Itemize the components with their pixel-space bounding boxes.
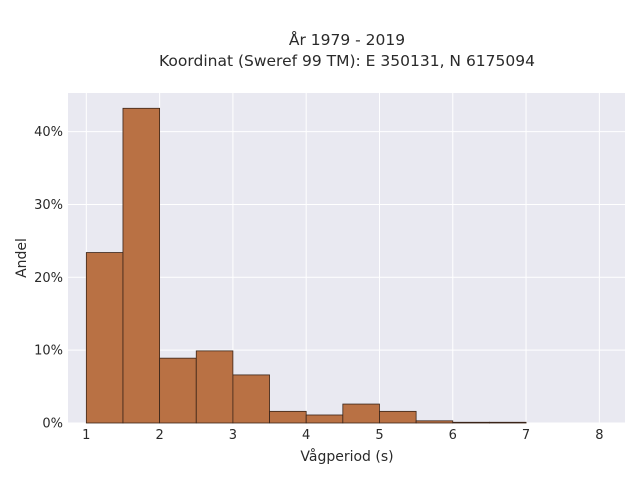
x-axis-ticks: 1 2 3 4 5 6 7 8	[82, 428, 603, 443]
chart-title-line1: År 1979 - 2019	[289, 30, 405, 49]
y-tick-label: 40%	[34, 125, 63, 140]
x-tick-label: 4	[302, 428, 310, 443]
histogram-bar	[452, 421, 490, 424]
histogram-bar	[122, 107, 161, 424]
bars	[85, 107, 527, 424]
y-axis-ticks: 0% 10% 20% 30% 40%	[34, 125, 63, 431]
histogram-bar	[415, 420, 454, 424]
histogram-bar	[342, 403, 380, 424]
histogram-bar	[85, 252, 124, 424]
x-axis-label: Vågperiod (s)	[300, 448, 393, 465]
histogram-bar	[489, 421, 527, 424]
histogram-bar	[232, 374, 270, 424]
histogram-bar	[379, 410, 417, 424]
histogram-bar	[269, 410, 307, 424]
histogram-bar	[195, 350, 234, 424]
y-axis-label: Andel	[14, 238, 30, 278]
chart-title-line2: Koordinat (Sweref 99 TM): E 350131, N 61…	[159, 52, 535, 70]
y-tick-label: 0%	[42, 417, 63, 432]
x-tick-label: 8	[595, 428, 603, 443]
x-tick-label: 1	[82, 428, 90, 443]
x-tick-label: 3	[229, 428, 237, 443]
y-tick-label: 20%	[34, 271, 63, 286]
y-tick-label: 10%	[34, 344, 63, 359]
histogram-bar	[305, 414, 344, 424]
y-tick-label: 30%	[34, 198, 63, 213]
x-tick-label: 2	[155, 428, 163, 443]
x-tick-label: 5	[375, 428, 383, 443]
histogram-bar	[159, 357, 197, 424]
x-tick-label: 6	[449, 428, 457, 443]
x-tick-label: 7	[522, 428, 530, 443]
